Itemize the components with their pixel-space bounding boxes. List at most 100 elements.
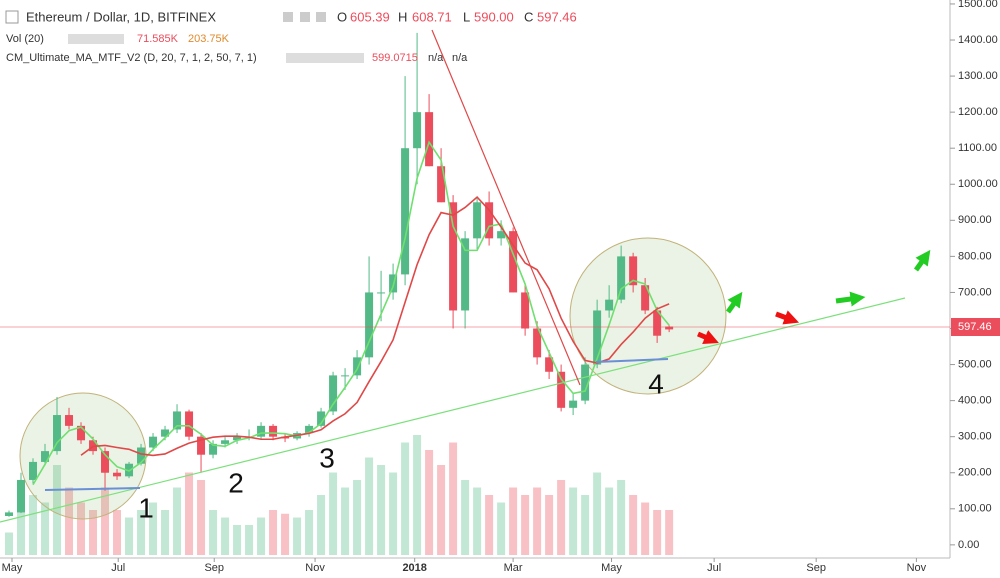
volume-bar [185, 472, 194, 555]
candle-body [461, 238, 470, 311]
candle-body [365, 292, 374, 358]
indicator-value: 71.585K [137, 33, 179, 45]
candle-body [341, 375, 350, 377]
volume-bar [89, 510, 98, 555]
indicator-name: CM_Ultimate_MA_MTF_V2 (D, 20, 7, 1, 2, 5… [6, 52, 257, 64]
volume-bar [653, 510, 662, 555]
y-tick-label: 500.00 [958, 358, 992, 370]
candle-body [5, 512, 14, 517]
candle-body [581, 364, 590, 401]
y-tick-label: 900.00 [958, 214, 992, 226]
volume-bar [137, 510, 146, 555]
candle-body [41, 451, 50, 462]
candle-body [533, 328, 542, 358]
candle-body [29, 461, 38, 480]
icon[interactable] [316, 12, 326, 22]
volume-bar [305, 510, 314, 555]
y-tick-label: 0.00 [958, 539, 979, 551]
candle-body [173, 411, 182, 430]
candle-body [233, 436, 242, 441]
volume-bar [53, 465, 62, 555]
volume-bar [281, 513, 290, 555]
candle-body [485, 202, 494, 239]
candle-body [221, 440, 230, 444]
volume-bar [233, 525, 242, 555]
y-tick-label: 300.00 [958, 431, 992, 443]
candle-body [665, 326, 674, 330]
volume-bar [593, 472, 602, 555]
candle-body [197, 436, 206, 455]
ohlc-key: O [337, 9, 347, 24]
volume-bar [509, 487, 518, 555]
volume-bar [353, 480, 362, 555]
arrow [913, 249, 931, 272]
candle-body [317, 411, 326, 426]
trend-line [0, 297, 906, 523]
volume-bar [5, 532, 14, 555]
volume-bar [461, 480, 470, 555]
candle-body [17, 479, 26, 513]
candle-body [545, 357, 554, 372]
volume-pane [5, 435, 674, 555]
indicator-value: 203.75K [188, 33, 230, 45]
indicator-icons[interactable] [68, 34, 124, 44]
volume-bar [605, 487, 614, 555]
candle-body [605, 299, 614, 311]
indicator-value: 599.0715 [372, 52, 418, 64]
volume-bar [533, 487, 542, 555]
x-tick-label: Sep [806, 562, 826, 574]
volume-bar [17, 510, 26, 555]
volume-bar [437, 465, 446, 555]
indicator-value: n/a [452, 52, 468, 64]
y-tick-label: 1100.00 [958, 142, 997, 154]
last-price-label: 597.46 [958, 321, 992, 333]
volume-bar [665, 510, 674, 555]
candles [5, 32, 674, 517]
y-tick-label: 1300.00 [958, 70, 998, 82]
volume-bar [641, 502, 650, 555]
arrow [725, 291, 743, 314]
volume-bar [257, 517, 266, 555]
y-tick-label: 200.00 [958, 467, 992, 479]
candle-body [593, 310, 602, 365]
ma-line [32, 140, 670, 486]
y-tick-label: 1500.00 [958, 0, 998, 10]
volume-bar [617, 480, 626, 555]
candle-body [209, 443, 218, 455]
volume-bar [449, 442, 458, 555]
ohlc-key: C [524, 9, 533, 24]
candle-body [185, 411, 194, 437]
volume-bar [209, 510, 218, 555]
x-tick-label: Jul [707, 562, 721, 574]
icon[interactable] [300, 12, 310, 22]
arrow [775, 310, 800, 325]
candle-body [557, 371, 566, 408]
arrows [697, 249, 931, 344]
candle-body [437, 166, 446, 203]
candle-body [473, 202, 482, 239]
y-tick-label: 1000.00 [958, 178, 998, 190]
x-tick-label: Nov [907, 562, 927, 574]
volume-bar [485, 495, 494, 555]
candle-body [113, 472, 122, 477]
candle-body [425, 112, 434, 167]
y-tick-label: 700.00 [958, 286, 992, 298]
volume-bar [581, 495, 590, 555]
x-tick-label: May [2, 562, 23, 574]
candle-body [617, 256, 626, 300]
collapse-icon[interactable] [5, 10, 19, 24]
indicator-value: n/a [428, 52, 444, 64]
volume-bar [41, 502, 50, 555]
x-tick-label: Sep [204, 562, 224, 574]
candle-body [353, 357, 362, 376]
volume-bar [317, 495, 326, 555]
volume-bar [341, 487, 350, 555]
icon[interactable] [283, 12, 293, 22]
volume-bar [161, 510, 170, 555]
indicator-icons[interactable] [286, 53, 364, 63]
support-line [44, 487, 141, 491]
candle-body [569, 400, 578, 408]
volume-bar [557, 480, 566, 555]
y-tick-label: 400.00 [958, 395, 992, 407]
